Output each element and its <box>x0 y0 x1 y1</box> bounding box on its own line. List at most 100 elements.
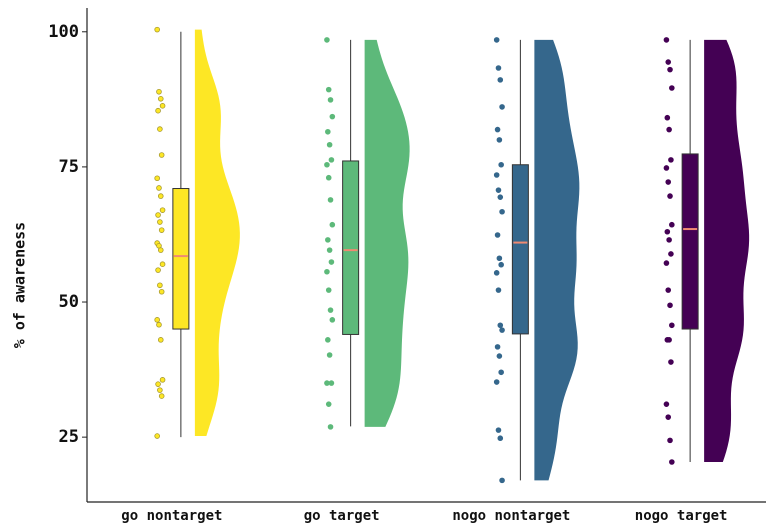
point <box>495 187 502 193</box>
point <box>159 207 166 213</box>
point <box>493 172 500 178</box>
point <box>154 26 160 33</box>
violin <box>194 29 240 437</box>
point <box>667 193 673 199</box>
point <box>157 193 164 199</box>
point <box>665 179 672 185</box>
point <box>328 380 335 386</box>
point <box>497 322 504 329</box>
point <box>154 317 160 323</box>
point <box>497 194 504 200</box>
point <box>669 322 675 329</box>
y-tick-label: 50 <box>59 292 79 312</box>
point <box>664 114 671 121</box>
point <box>669 459 675 465</box>
point <box>329 317 336 323</box>
point <box>663 165 670 171</box>
point <box>664 228 671 235</box>
point <box>326 247 333 253</box>
point <box>668 359 674 365</box>
point <box>498 369 504 376</box>
point <box>329 113 336 120</box>
point <box>665 287 672 293</box>
point <box>325 401 332 407</box>
point <box>327 97 334 103</box>
point <box>666 337 672 343</box>
point <box>667 437 673 444</box>
point <box>499 208 505 215</box>
x-tick-label: go target <box>304 508 380 524</box>
point <box>158 227 165 233</box>
point <box>663 401 670 407</box>
point <box>495 287 502 293</box>
point <box>325 237 331 243</box>
point <box>324 268 330 275</box>
y-axis-label: % of awareness <box>11 222 29 348</box>
x-tick-label: nogo target <box>635 508 728 524</box>
point <box>324 37 330 43</box>
point <box>496 353 503 359</box>
point <box>156 185 162 191</box>
point <box>497 77 504 83</box>
point <box>497 435 504 442</box>
box <box>172 188 190 330</box>
point <box>155 212 161 218</box>
point <box>495 65 502 71</box>
point <box>325 86 332 93</box>
point <box>667 302 673 309</box>
point <box>669 85 675 91</box>
point <box>157 282 163 289</box>
point <box>158 288 165 295</box>
point <box>159 261 166 267</box>
point <box>667 66 673 73</box>
point <box>329 221 336 228</box>
point <box>668 157 674 163</box>
point <box>155 107 161 114</box>
point <box>154 433 160 439</box>
point <box>499 477 505 484</box>
point <box>493 270 500 276</box>
point <box>325 128 331 135</box>
point <box>328 259 335 265</box>
x-tick-label: go nontarget <box>121 508 222 524</box>
point <box>157 387 163 393</box>
x-tick-label: nogo nontarget <box>452 508 570 524</box>
violin <box>534 39 580 481</box>
violin <box>704 39 750 463</box>
point <box>498 261 504 268</box>
point <box>666 237 672 243</box>
point <box>324 380 330 386</box>
point <box>668 251 674 257</box>
point <box>327 197 334 203</box>
point <box>325 174 332 181</box>
point <box>663 37 670 43</box>
point <box>154 175 160 182</box>
point <box>157 126 163 132</box>
point <box>493 379 500 385</box>
point <box>327 424 334 430</box>
box <box>681 153 699 330</box>
y-tick-label: 25 <box>59 427 79 447</box>
point <box>669 221 675 228</box>
violin <box>364 39 410 427</box>
point <box>325 287 332 293</box>
point <box>494 126 501 133</box>
point <box>158 393 165 399</box>
point <box>495 427 502 433</box>
point <box>159 103 166 109</box>
point <box>663 260 670 266</box>
point <box>665 414 672 420</box>
point <box>158 152 165 158</box>
box <box>342 160 360 335</box>
point <box>157 247 164 253</box>
point <box>157 337 164 343</box>
point <box>159 377 166 383</box>
point <box>496 137 503 143</box>
point <box>157 96 164 102</box>
point <box>666 126 672 133</box>
box <box>511 164 529 335</box>
point <box>327 307 334 313</box>
point <box>496 255 503 262</box>
point <box>499 104 505 110</box>
